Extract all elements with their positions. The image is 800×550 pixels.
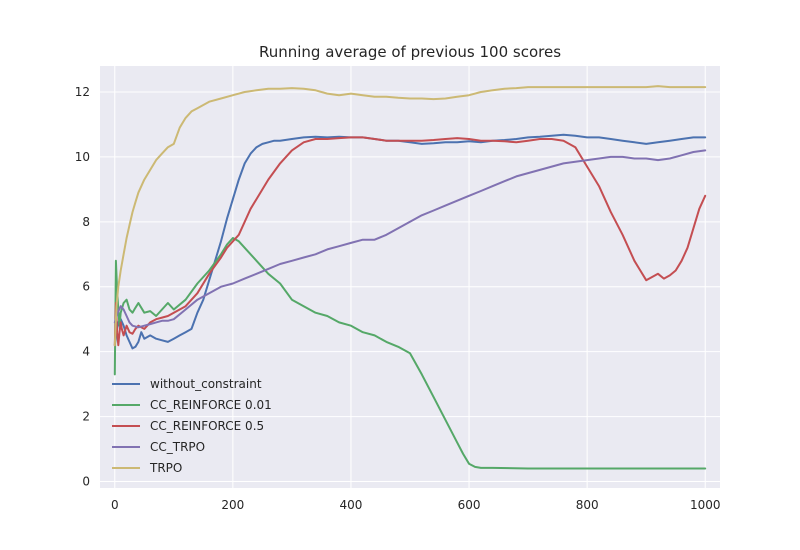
y-axis-ticks: 0 2 4 6 8 10 12 [75,85,90,489]
x-tick-label: 400 [339,498,362,512]
series-line-5 [113,85,707,347]
chart-title: Running average of previous 100 scores [259,43,561,61]
x-axis-ticks: 0 200 400 600 800 1000 [111,498,721,512]
x-tick-label: 800 [576,498,599,512]
legend-label: TRPO [149,461,182,475]
y-tick-label: 4 [82,345,90,359]
series-line-4 [113,149,707,329]
legend-label: without_constraint [150,377,262,391]
series-lines [113,85,707,470]
series-line-1 [113,133,707,350]
legend-label: CC_REINFORCE 0.01 [150,398,272,412]
legend: without_constraint CC_REINFORCE 0.01 CC_RE… [112,377,272,475]
x-tick-label: 1000 [690,498,721,512]
x-tick-label: 600 [458,498,481,512]
x-tick-label: 0 [111,498,119,512]
y-tick-label: 6 [82,280,90,294]
series-line-2 [113,237,707,470]
x-tick-label: 200 [221,498,244,512]
y-tick-label: 0 [82,475,90,489]
legend-label: CC_REINFORCE 0.5 [150,419,264,433]
y-tick-label: 8 [82,215,90,229]
y-tick-label: 10 [75,150,90,164]
y-tick-label: 2 [82,410,90,424]
y-tick-label: 12 [75,85,90,99]
legend-label: CC_TRPO [150,440,205,454]
